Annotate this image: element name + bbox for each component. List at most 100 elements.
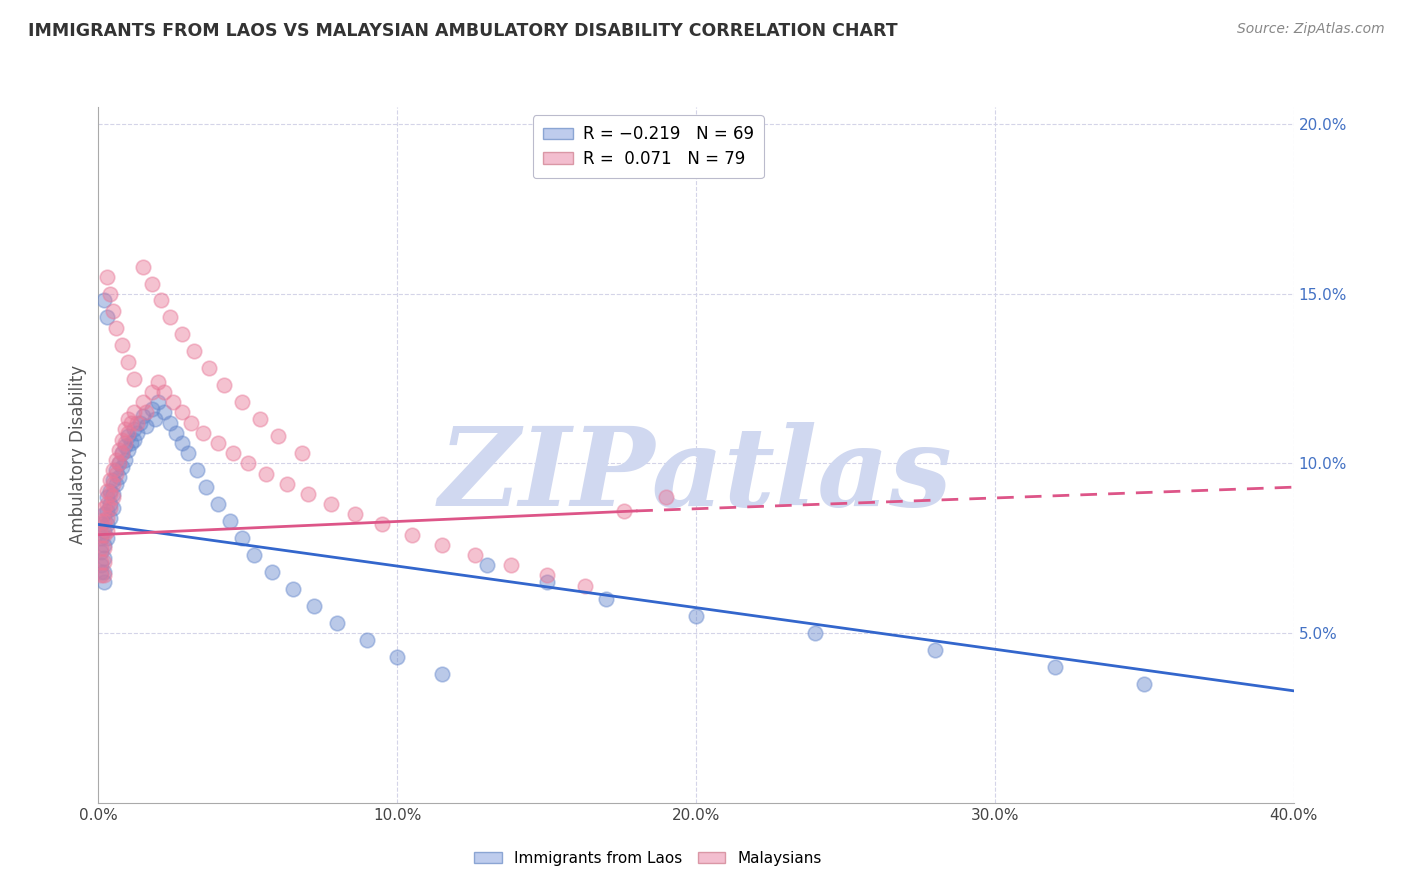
Point bbox=[595, 592, 617, 607]
Point bbox=[924, 643, 946, 657]
Point bbox=[100, 510, 122, 524]
Point bbox=[153, 385, 176, 400]
Point bbox=[105, 320, 128, 334]
Point bbox=[430, 666, 453, 681]
Point bbox=[1133, 677, 1156, 691]
Point bbox=[183, 344, 205, 359]
Point bbox=[117, 429, 139, 443]
Point bbox=[574, 578, 596, 592]
Point bbox=[105, 463, 128, 477]
Text: Source: ZipAtlas.com: Source: ZipAtlas.com bbox=[1237, 22, 1385, 37]
Point bbox=[195, 480, 218, 494]
Point bbox=[127, 425, 149, 440]
Point bbox=[141, 277, 163, 291]
Point bbox=[150, 293, 173, 308]
Point bbox=[105, 453, 128, 467]
Point bbox=[143, 412, 166, 426]
Point bbox=[291, 446, 314, 460]
Point bbox=[685, 609, 707, 624]
Point bbox=[124, 433, 146, 447]
Point bbox=[536, 568, 558, 582]
Point bbox=[141, 385, 163, 400]
Point bbox=[100, 474, 122, 488]
Point bbox=[249, 412, 271, 426]
Point bbox=[90, 568, 112, 582]
Point bbox=[254, 467, 277, 481]
Point bbox=[90, 544, 112, 558]
Point bbox=[344, 508, 367, 522]
Point bbox=[108, 457, 131, 471]
Point bbox=[114, 436, 136, 450]
Point bbox=[297, 487, 319, 501]
Point bbox=[132, 260, 155, 274]
Point bbox=[90, 541, 112, 556]
Point bbox=[111, 433, 134, 447]
Point bbox=[356, 632, 378, 647]
Point bbox=[90, 531, 112, 545]
Point bbox=[114, 453, 136, 467]
Point bbox=[93, 541, 115, 556]
Point bbox=[117, 412, 139, 426]
Point bbox=[172, 327, 194, 342]
Point bbox=[93, 524, 115, 539]
Point bbox=[281, 582, 304, 596]
Point bbox=[177, 446, 200, 460]
Point bbox=[111, 446, 134, 460]
Point bbox=[117, 425, 139, 440]
Point bbox=[117, 354, 139, 368]
Point bbox=[141, 402, 163, 417]
Point bbox=[655, 491, 678, 505]
Point bbox=[129, 416, 152, 430]
Point bbox=[804, 626, 827, 640]
Point bbox=[321, 497, 343, 511]
Point bbox=[180, 416, 202, 430]
Point bbox=[103, 491, 125, 505]
Point bbox=[90, 565, 112, 579]
Point bbox=[93, 500, 115, 515]
Point bbox=[536, 575, 558, 590]
Point bbox=[100, 487, 122, 501]
Point bbox=[172, 405, 194, 419]
Point bbox=[207, 436, 229, 450]
Point bbox=[212, 378, 235, 392]
Point bbox=[326, 615, 349, 630]
Point bbox=[148, 395, 170, 409]
Point bbox=[613, 504, 636, 518]
Point bbox=[172, 436, 194, 450]
Point bbox=[93, 514, 115, 528]
Point bbox=[93, 575, 115, 590]
Point bbox=[103, 463, 125, 477]
Point bbox=[90, 517, 112, 532]
Point bbox=[401, 527, 423, 541]
Point bbox=[499, 558, 522, 573]
Legend: Immigrants from Laos, Malaysians: Immigrants from Laos, Malaysians bbox=[468, 845, 828, 871]
Point bbox=[132, 409, 155, 423]
Y-axis label: Ambulatory Disability: Ambulatory Disability bbox=[69, 366, 87, 544]
Point bbox=[132, 395, 155, 409]
Point bbox=[103, 476, 125, 491]
Point bbox=[222, 446, 245, 460]
Point bbox=[90, 527, 112, 541]
Point bbox=[103, 500, 125, 515]
Point bbox=[96, 497, 118, 511]
Point bbox=[124, 405, 146, 419]
Point bbox=[120, 436, 142, 450]
Point bbox=[120, 416, 142, 430]
Point bbox=[276, 476, 298, 491]
Point bbox=[302, 599, 325, 613]
Point bbox=[93, 538, 115, 552]
Point bbox=[159, 310, 181, 325]
Point bbox=[231, 395, 253, 409]
Point bbox=[90, 558, 112, 573]
Point bbox=[96, 524, 118, 539]
Point bbox=[148, 375, 170, 389]
Point bbox=[191, 425, 214, 440]
Point bbox=[267, 429, 290, 443]
Point bbox=[135, 405, 157, 419]
Point bbox=[93, 508, 115, 522]
Point bbox=[103, 474, 125, 488]
Point bbox=[93, 565, 115, 579]
Point bbox=[124, 371, 146, 385]
Point bbox=[162, 395, 184, 409]
Point bbox=[96, 491, 118, 505]
